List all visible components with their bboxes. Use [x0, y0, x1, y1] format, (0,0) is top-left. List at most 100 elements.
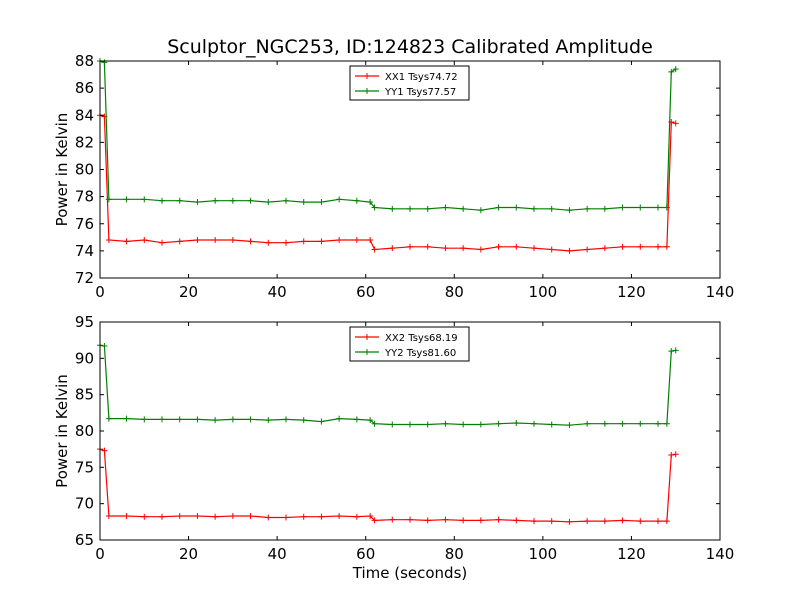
- data-point: [105, 196, 112, 203]
- data-point: [229, 237, 236, 244]
- data-point: [194, 199, 201, 206]
- data-point: [123, 238, 130, 245]
- data-point: [477, 246, 484, 253]
- x-tick-label: 80: [445, 283, 464, 301]
- data-point: [283, 239, 289, 246]
- data-point: [300, 238, 307, 245]
- data-point: [176, 416, 183, 423]
- y-tick-label: 86: [75, 79, 94, 97]
- data-point: [101, 342, 108, 349]
- data-point: [566, 518, 573, 525]
- data-point: [336, 513, 343, 520]
- y-axis-label: Power in Kelvin: [53, 374, 71, 488]
- bottom-panel: 0 20 40 60 80 100 120 140 65 70 75 80 85 90 95 Power in…: [53, 313, 734, 563]
- legend: XX2 Tsys68.19 YY2 Tsys81.60: [349, 326, 470, 362]
- data-point: [584, 246, 591, 253]
- data-point: [424, 243, 431, 250]
- data-point: [548, 246, 555, 253]
- data-point: [513, 204, 520, 211]
- data-point: [407, 421, 413, 428]
- data-point: [531, 245, 537, 252]
- data-point: [229, 513, 236, 520]
- data-point: [159, 197, 165, 204]
- x-tick-label: 60: [356, 283, 375, 301]
- data-point: [460, 245, 467, 252]
- data-point: [460, 517, 467, 524]
- data-point: [668, 451, 675, 458]
- data-point: [424, 517, 431, 524]
- data-point: [637, 204, 644, 211]
- data-point: [141, 513, 148, 520]
- x-tick-label: 0: [95, 545, 105, 563]
- data-point: [663, 518, 670, 525]
- data-point: [566, 207, 573, 214]
- data-point: [663, 420, 670, 427]
- data-point: [123, 196, 130, 203]
- data-point: [460, 205, 467, 212]
- data-point: [619, 420, 626, 427]
- legend-label: YY1 Tsys77.57: [384, 87, 456, 98]
- data-point: [194, 416, 201, 423]
- legend-box: [349, 65, 470, 101]
- data-point: [141, 416, 148, 423]
- data-point: [283, 514, 289, 521]
- data-point: [655, 243, 661, 250]
- data-point: [123, 415, 130, 422]
- data-point: [247, 513, 254, 520]
- y-tick-label: 74: [75, 242, 94, 260]
- data-point: [663, 204, 670, 211]
- data-point: [367, 513, 374, 520]
- data-point: [584, 518, 591, 525]
- x-tick-label: 140: [706, 545, 735, 563]
- y-tick-label: 80: [75, 422, 94, 440]
- y-tick-label: 95: [75, 313, 94, 331]
- data-point: [367, 417, 374, 424]
- data-point: [442, 204, 449, 211]
- data-point: [247, 238, 254, 245]
- data-point: [531, 518, 537, 525]
- data-point: [105, 415, 112, 422]
- series-line: [99, 448, 676, 523]
- data-point: [619, 517, 626, 524]
- y-axis-label: Power in Kelvin: [53, 113, 71, 227]
- data-point: [371, 204, 378, 211]
- data-point: [229, 416, 236, 423]
- data-point: [495, 516, 502, 523]
- data-point: [123, 513, 130, 520]
- data-point: [159, 239, 165, 246]
- data-point: [265, 417, 272, 424]
- data-point: [672, 66, 679, 73]
- x-tick-label: 120: [617, 283, 646, 301]
- data-point: [495, 204, 502, 211]
- data-point: [663, 243, 670, 250]
- data-point: [283, 197, 289, 204]
- data-point: [513, 243, 520, 250]
- data-point: [601, 420, 608, 427]
- data-point: [407, 516, 413, 523]
- data-point: [265, 239, 272, 246]
- data-point: [637, 243, 644, 250]
- data-point: [101, 59, 108, 66]
- data-point: [389, 421, 396, 428]
- data-point: [194, 237, 201, 244]
- data-point: [105, 237, 112, 244]
- data-point: [495, 243, 502, 250]
- data-point: [367, 199, 374, 206]
- legend-box: [349, 326, 470, 362]
- data-point: [159, 416, 165, 423]
- data-point: [668, 68, 675, 75]
- data-point: [318, 513, 325, 520]
- x-tick-label: 40: [268, 283, 287, 301]
- data-point: [101, 447, 108, 454]
- data-point: [601, 245, 608, 252]
- data-point: [105, 513, 112, 520]
- data-point: [371, 517, 378, 524]
- data-point: [353, 237, 360, 244]
- y-tick-label: 72: [75, 269, 94, 287]
- data-point: [300, 513, 307, 520]
- data-point: [353, 513, 360, 520]
- data-point: [336, 237, 343, 244]
- data-point: [176, 197, 183, 204]
- data-point: [477, 517, 484, 524]
